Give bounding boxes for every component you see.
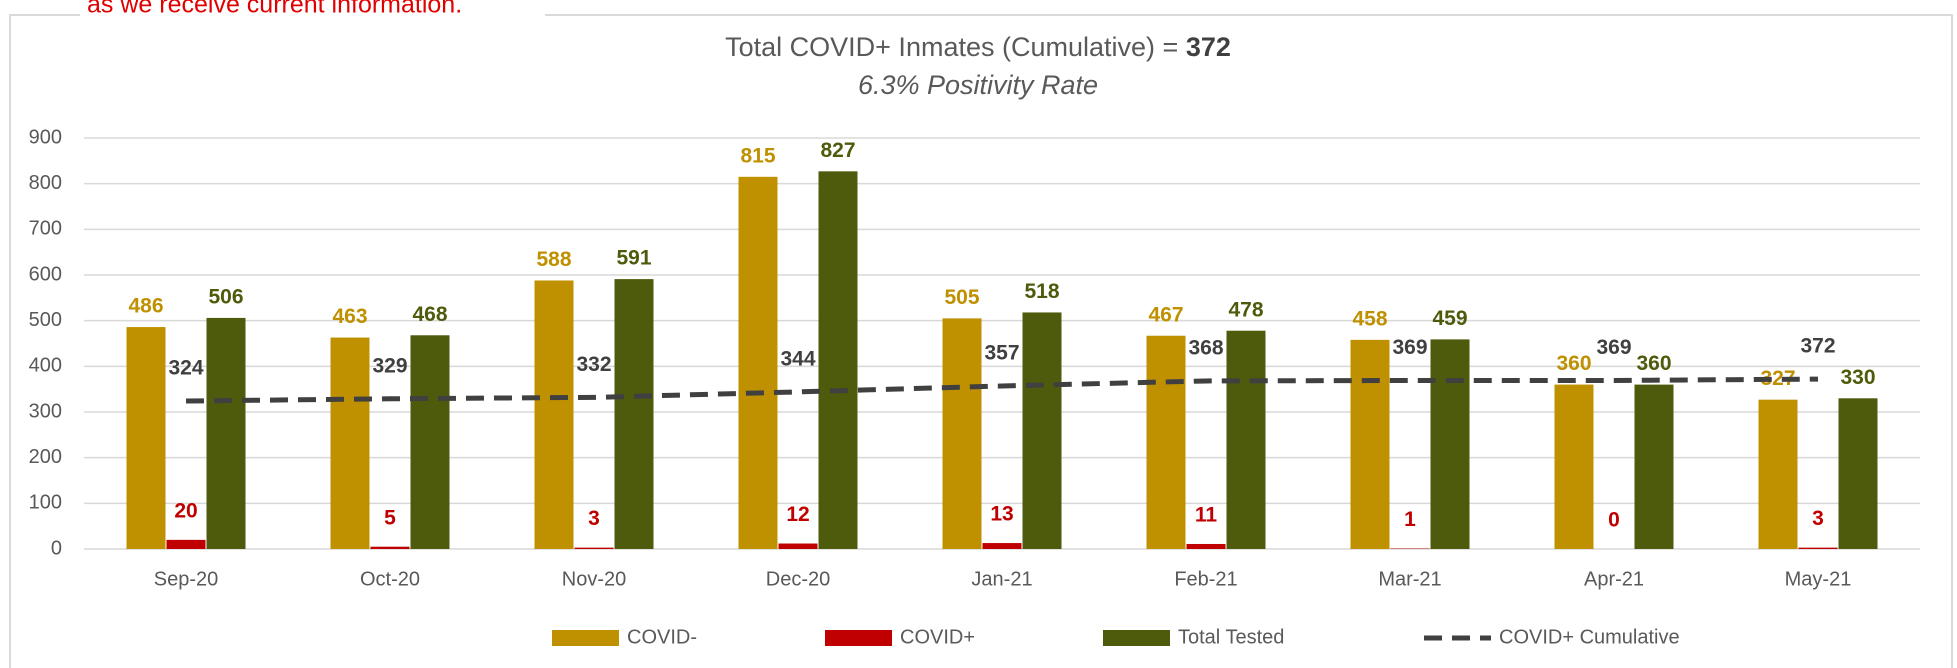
legend-swatch xyxy=(552,630,619,646)
bar xyxy=(534,280,574,549)
data-label: 5 xyxy=(384,506,396,529)
y-tick-label: 300 xyxy=(29,400,62,422)
x-tick-label: Apr-21 xyxy=(1584,568,1644,590)
chart-frame xyxy=(9,14,1953,668)
data-label: 827 xyxy=(820,139,855,162)
data-label: 12 xyxy=(786,503,809,526)
data-label: 0 xyxy=(1608,509,1620,532)
bar xyxy=(1430,339,1470,549)
y-tick-label: 0 xyxy=(51,537,62,559)
x-tick-label: May-21 xyxy=(1785,568,1852,590)
data-label: 506 xyxy=(208,285,243,308)
y-tick-label: 500 xyxy=(29,309,62,331)
bar xyxy=(1146,335,1186,549)
bar xyxy=(206,317,246,549)
data-label: 372 xyxy=(1800,335,1835,358)
data-label: 324 xyxy=(168,357,203,380)
x-tick-label: Jan-21 xyxy=(971,568,1032,590)
data-label: 1 xyxy=(1404,508,1416,531)
y-tick-label: 400 xyxy=(29,355,62,377)
bar xyxy=(330,337,370,549)
data-label: 467 xyxy=(1148,303,1183,326)
data-label: 11 xyxy=(1195,504,1218,527)
y-tick-label: 200 xyxy=(29,446,62,468)
data-label: 368 xyxy=(1188,336,1223,359)
bar xyxy=(126,327,166,549)
x-tick-label: Sep-20 xyxy=(154,568,219,590)
y-tick-label: 600 xyxy=(29,263,62,285)
data-label: 3 xyxy=(588,507,600,530)
bar xyxy=(1838,398,1878,549)
x-tick-label: Nov-20 xyxy=(562,568,626,590)
data-label: 360 xyxy=(1556,352,1591,375)
data-label: 463 xyxy=(332,305,367,328)
y-tick-label: 900 xyxy=(29,126,62,148)
x-tick-label: Feb-21 xyxy=(1174,568,1237,590)
data-label: 344 xyxy=(780,347,815,370)
bar xyxy=(778,543,818,549)
data-label: 20 xyxy=(174,499,197,522)
legend-label: COVID- xyxy=(627,626,697,648)
bar xyxy=(1350,339,1390,549)
bar xyxy=(1186,543,1226,549)
data-label: 332 xyxy=(576,353,611,376)
data-label: 588 xyxy=(536,248,571,271)
title-value: 372 xyxy=(1186,32,1231,62)
data-label: 591 xyxy=(616,247,651,270)
data-label: 369 xyxy=(1596,336,1631,359)
data-label: 478 xyxy=(1228,298,1263,321)
bar xyxy=(166,539,206,549)
y-tick-label: 700 xyxy=(29,218,62,240)
bar xyxy=(738,176,778,550)
legend-label: COVID+ Cumulative xyxy=(1499,626,1680,648)
bar xyxy=(1798,547,1838,549)
bar xyxy=(1226,330,1266,549)
note: as we receive current information. xyxy=(87,0,462,19)
x-tick-label: Dec-20 xyxy=(766,568,830,590)
data-label: 360 xyxy=(1636,352,1671,375)
data-label: 468 xyxy=(412,303,447,326)
data-label: 815 xyxy=(740,144,775,167)
bar xyxy=(410,335,450,549)
data-label: 458 xyxy=(1352,307,1387,330)
bar xyxy=(982,543,1022,549)
legend-swatch xyxy=(1103,630,1170,646)
title-text: Total COVID+ Inmates (Cumulative) = xyxy=(725,32,1178,62)
x-tick-label: Mar-21 xyxy=(1378,568,1441,590)
bar xyxy=(942,318,982,549)
data-label: 327 xyxy=(1760,367,1795,390)
bar xyxy=(818,171,858,549)
legend-label: Total Tested xyxy=(1178,626,1284,648)
line xyxy=(185,376,1819,404)
legend-label: COVID+ xyxy=(900,626,975,648)
bar xyxy=(1634,384,1674,549)
data-label: 330 xyxy=(1840,366,1875,389)
chart-title: Total COVID+ Inmates (Cumulative) = 372 xyxy=(725,32,1231,62)
data-label: 13 xyxy=(990,503,1013,526)
bar xyxy=(1554,384,1594,549)
data-label: 369 xyxy=(1392,336,1427,359)
y-tick-label: 100 xyxy=(29,492,62,514)
data-label: 459 xyxy=(1432,307,1467,330)
data-label: 357 xyxy=(984,342,1019,365)
legend-swatch xyxy=(825,630,892,646)
bar xyxy=(574,547,614,549)
data-label: 329 xyxy=(372,354,407,377)
data-label: 518 xyxy=(1024,280,1059,303)
x-tick-label: Oct-20 xyxy=(360,568,420,590)
bar xyxy=(614,279,654,549)
bar xyxy=(1758,399,1798,549)
data-label: 486 xyxy=(128,295,163,318)
chart-subtitle: 6.3% Positivity Rate xyxy=(858,70,1098,100)
bar xyxy=(370,546,410,549)
data-label: 3 xyxy=(1812,507,1824,530)
data-label: 505 xyxy=(944,286,979,309)
y-tick-label: 800 xyxy=(29,172,62,194)
bar xyxy=(1022,312,1062,549)
